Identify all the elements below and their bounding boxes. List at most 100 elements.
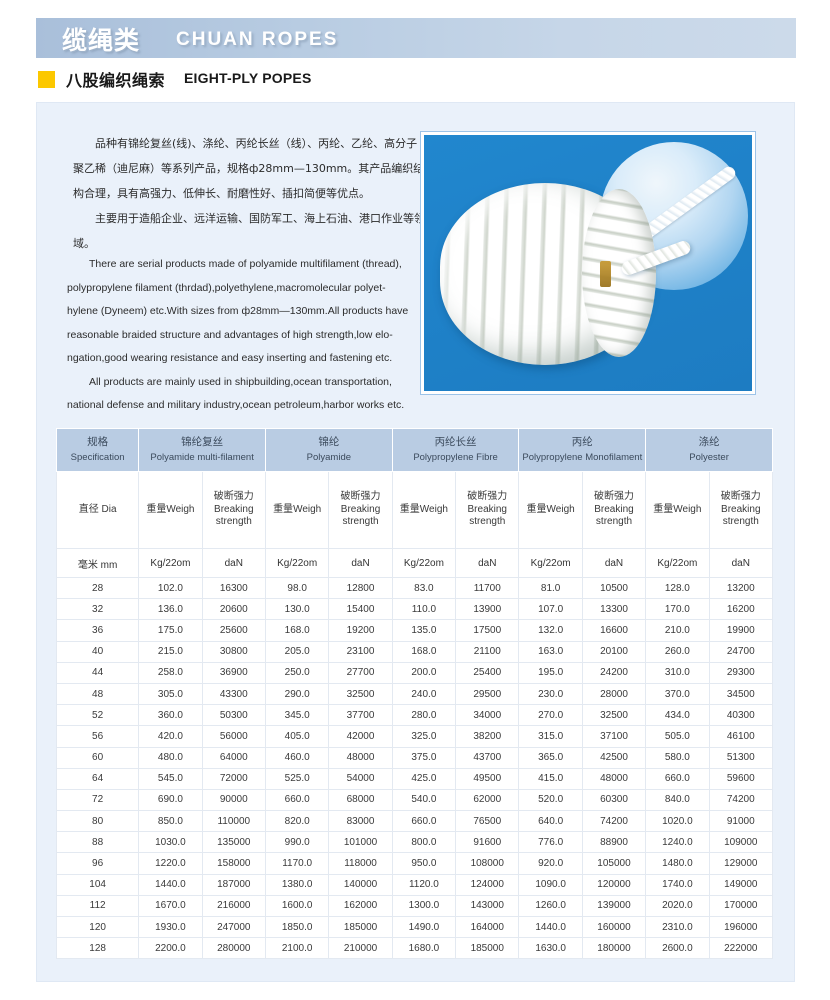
cell-value: 200.0 <box>391 661 457 684</box>
cell-value: 360.0 <box>138 704 203 727</box>
cell-value: 32500 <box>581 704 647 727</box>
cell-value: 840.0 <box>645 788 710 812</box>
cell-value: 34000 <box>455 704 520 727</box>
cell-diameter: 48 <box>55 682 140 706</box>
cell-value: 776.0 <box>518 831 583 854</box>
cell-value: 68000 <box>328 788 393 812</box>
specification-table: 规格 Specification 锦纶复丝 Polyamide multi-fi… <box>55 428 774 960</box>
cell-value: 42000 <box>328 725 393 748</box>
cell-value: 315.0 <box>518 725 583 748</box>
unit-cell-5: Kg/22om <box>391 548 457 578</box>
table-row: 64 545.0 72000 525.0 54000 425.0 49500 415.0 480… <box>55 767 774 790</box>
sub-header-cn: 破断强力 <box>467 491 508 503</box>
cell-value: 43300 <box>201 682 266 706</box>
cell-value: 2020.0 <box>645 894 710 918</box>
cell-value: 16600 <box>581 619 647 642</box>
sub-header-cell-2: 破断强力 Breaking strength <box>201 471 266 549</box>
sub-header-en: Weigh <box>546 503 575 515</box>
cell-value: 820.0 <box>264 810 330 833</box>
description-en-line-5: ngation,good wearing resistance and easy… <box>67 352 393 364</box>
cell-value: 375.0 <box>391 746 457 769</box>
cell-value: 405.0 <box>264 725 330 748</box>
cell-value: 25400 <box>455 661 520 684</box>
cell-value: 2600.0 <box>645 937 710 960</box>
cell-value: 21100 <box>455 640 520 663</box>
cell-value: 90000 <box>201 788 266 812</box>
description-english: There are serial products made of polyam… <box>67 253 431 418</box>
cell-value: 170.0 <box>645 598 710 621</box>
unit-cell-0: 毫米 mm <box>55 548 140 578</box>
cell-value: 280000 <box>201 937 266 960</box>
sub-header-en-1: Breaking <box>467 503 507 515</box>
cell-value: 54000 <box>328 767 393 790</box>
cell-value: 990.0 <box>264 831 330 854</box>
cell-value: 280.0 <box>391 704 457 727</box>
page-title-en: CHUAN ROPES <box>176 29 339 50</box>
cell-diameter: 32 <box>55 598 140 621</box>
cell-value: 37700 <box>328 704 393 727</box>
sub-header-cell-6: 破断强力 Breaking strength <box>455 471 520 549</box>
cell-value: 38200 <box>455 725 520 748</box>
table-body: 28 102.0 16300 98.0 12800 83.0 11700 81.0 10500 1… <box>55 576 774 960</box>
unit-cell-8: daN <box>581 548 647 578</box>
group-header-polyamide-multifilament: 锦纶复丝 Polyamide multi-filament <box>138 428 266 472</box>
cell-value: 130.0 <box>264 598 330 621</box>
group-header-specification-en: Specification <box>70 452 125 463</box>
page-title-cn: 缆绳类 <box>62 26 141 55</box>
unit-cell-9: Kg/22om <box>645 548 710 578</box>
cell-value: 164000 <box>455 915 520 939</box>
group-header-polypropylene-fibre-cn: 丙纶长丝 <box>434 436 477 448</box>
cell-value: 480.0 <box>138 746 203 769</box>
sub-header-en: Weigh <box>419 503 448 515</box>
table-row: 32 136.0 20600 130.0 15400 110.0 13900 107.0 133… <box>55 598 774 621</box>
cell-value: 46100 <box>708 725 774 748</box>
cell-value: 216000 <box>201 894 266 918</box>
sub-header-en-2: strength <box>722 516 759 528</box>
cell-value: 640.0 <box>518 810 583 833</box>
product-photo <box>424 135 752 391</box>
cell-value: 305.0 <box>138 682 203 706</box>
group-header-polyamide-en: Polyamide <box>306 452 352 463</box>
cell-value: 187000 <box>201 873 266 896</box>
cell-value: 1030.0 <box>138 831 203 854</box>
cell-value: 1240.0 <box>645 831 710 854</box>
cell-value: 1630.0 <box>518 937 583 960</box>
group-header-polyamide-multifilament-cn: 锦纶复丝 <box>181 436 224 448</box>
cell-value: 1440.0 <box>518 915 583 939</box>
cell-value: 64000 <box>201 746 266 769</box>
yellow-square-marker-icon <box>38 71 55 88</box>
cell-value: 415.0 <box>518 767 583 790</box>
cell-value: 59600 <box>708 767 774 790</box>
cell-value: 370.0 <box>645 682 710 706</box>
cell-value: 30800 <box>201 640 266 663</box>
cell-value: 850.0 <box>138 810 203 833</box>
cell-value: 48000 <box>581 767 647 790</box>
cell-value: 23100 <box>328 640 393 663</box>
cell-value: 290.0 <box>264 682 330 706</box>
sub-header-cn: 重量 <box>653 503 674 515</box>
table-row: 120 1930.0 247000 1850.0 185000 1490.0 164000 1… <box>55 915 774 939</box>
cell-value: 1850.0 <box>264 915 330 939</box>
cell-value: 195.0 <box>518 661 583 684</box>
cell-value: 1020.0 <box>645 810 710 833</box>
sub-header-cell-3: 重量Weigh <box>264 471 330 549</box>
description-en-line-3: hylene (Dyneem) etc.With sizes from ф28m… <box>67 305 409 317</box>
cell-value: 110000 <box>201 810 266 833</box>
table-row: 56 420.0 56000 405.0 42000 325.0 38200 315.0 371… <box>55 725 774 748</box>
cell-diameter: 52 <box>55 704 140 727</box>
group-header-specification: 规格 Specification <box>55 428 140 472</box>
cell-value: 434.0 <box>645 704 710 727</box>
cell-value: 20600 <box>201 598 266 621</box>
cell-value: 1260.0 <box>518 894 583 918</box>
cell-value: 140000 <box>328 873 393 896</box>
cell-value: 210.0 <box>645 619 710 642</box>
unit-cell-10: daN <box>708 548 774 578</box>
cell-value: 240.0 <box>391 682 457 706</box>
cell-value: 210000 <box>328 937 393 960</box>
cell-value: 60300 <box>581 788 647 812</box>
sub-header-en: Weigh <box>673 503 702 515</box>
photo-rope-coil-end <box>582 189 656 357</box>
cell-value: 365.0 <box>518 746 583 769</box>
cell-value: 107.0 <box>518 598 583 621</box>
cell-value: 32500 <box>328 682 393 706</box>
